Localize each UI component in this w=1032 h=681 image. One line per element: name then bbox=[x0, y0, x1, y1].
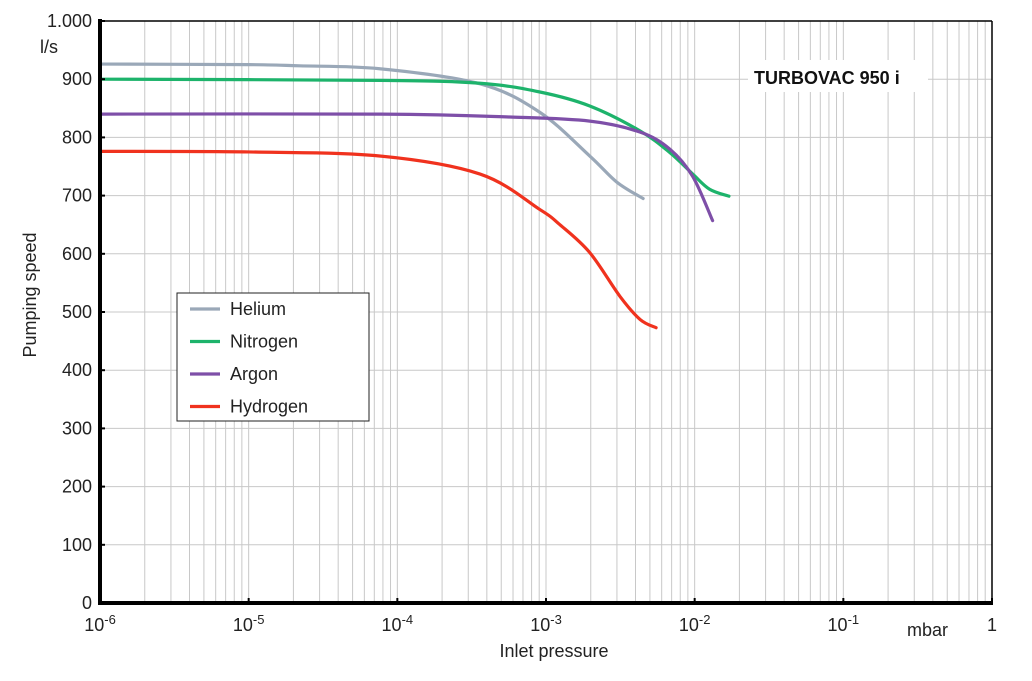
x-tick-label: 10-6 bbox=[84, 612, 116, 635]
legend-label-argon: Argon bbox=[230, 364, 278, 384]
x-axis-title: Inlet pressure bbox=[499, 641, 608, 661]
series-line-hydrogen bbox=[98, 149, 658, 330]
legend-label-hydrogen: Hydrogen bbox=[230, 397, 308, 417]
y-tick-label: 1.000 bbox=[47, 11, 92, 31]
series-line-argon bbox=[98, 112, 715, 223]
y-tick-label: 500 bbox=[62, 302, 92, 322]
legend-label-helium: Helium bbox=[230, 299, 286, 319]
y-tick-label: 800 bbox=[62, 127, 92, 147]
x-tick-label: 10-3 bbox=[530, 612, 562, 635]
chart-title: TURBOVAC 950 i bbox=[754, 68, 900, 88]
x-tick-label: 10-1 bbox=[828, 612, 860, 635]
series-line-nitrogen bbox=[98, 77, 731, 198]
legend-label-nitrogen: Nitrogen bbox=[230, 332, 298, 352]
legend: Helium Nitrogen Argon Hydrogen bbox=[176, 292, 370, 422]
x-tick-label: 10-4 bbox=[382, 612, 414, 635]
x-tick-label: 1 bbox=[987, 615, 997, 635]
x-tick-label: 10-2 bbox=[679, 612, 711, 635]
x-tick-labels: 10-6 10-5 10-4 10-3 10-2 10-1 1 bbox=[84, 612, 997, 635]
legend-box bbox=[176, 292, 370, 422]
y-unit-label: l/s bbox=[40, 37, 58, 57]
series-lines bbox=[98, 62, 731, 330]
y-tick-label: 700 bbox=[62, 186, 92, 206]
y-tick-label: 600 bbox=[62, 244, 92, 264]
y-tick-labels: 0 100 200 300 400 500 600 700 800 900 1.000 bbox=[47, 11, 92, 613]
y-tick-label: 200 bbox=[62, 477, 92, 497]
x-tick-label: 10-5 bbox=[233, 612, 265, 635]
y-tick-label: 0 bbox=[82, 593, 92, 613]
y-tick-label: 900 bbox=[62, 69, 92, 89]
y-axis-title: Pumping speed bbox=[20, 232, 40, 357]
title-background bbox=[748, 60, 928, 92]
axes bbox=[98, 19, 993, 605]
y-tick-label: 400 bbox=[62, 360, 92, 380]
y-tick-label: 300 bbox=[62, 418, 92, 438]
series-line-helium bbox=[98, 62, 645, 201]
y-tick-label: 100 bbox=[62, 535, 92, 555]
x-unit-label: mbar bbox=[907, 620, 948, 640]
